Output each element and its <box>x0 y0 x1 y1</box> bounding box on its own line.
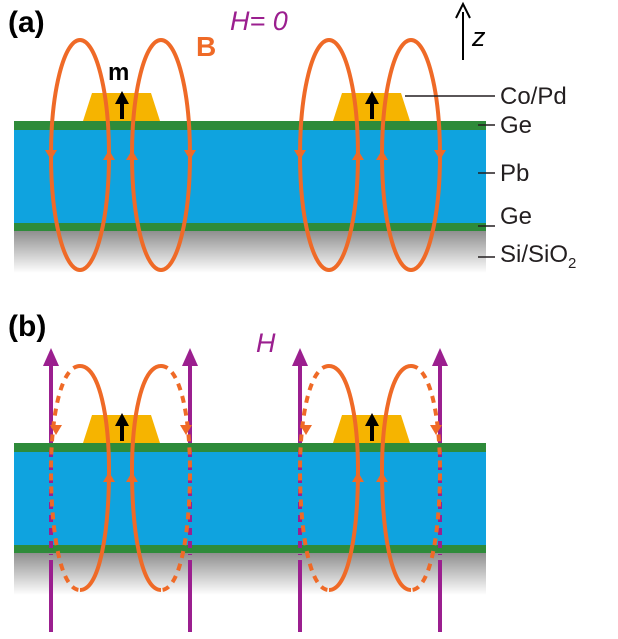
pb-layer-b <box>14 451 486 547</box>
ge-top-layer-b <box>14 443 486 452</box>
pb-layer-a <box>14 129 486 225</box>
moment-arrow-1-b <box>115 413 129 441</box>
z-axis-label: z <box>471 22 486 52</box>
z-axis-indicator: z <box>455 1 486 60</box>
stray-field-label: B <box>196 31 216 62</box>
substrate-label-subscript: 2 <box>568 255 576 272</box>
substrate-a <box>14 229 486 273</box>
moment-arrow-2-b <box>365 413 379 441</box>
ge-bottom-label: Ge <box>500 203 532 230</box>
moment-arrow-1-a <box>115 91 129 119</box>
substrate-label: Si/SiO2 <box>500 241 576 272</box>
ge-bottom-layer-b <box>14 545 486 553</box>
co-pd-label: Co/Pd <box>500 83 567 110</box>
applied-field-arrowheads-b <box>43 348 448 366</box>
pb-label: Pb <box>500 160 529 187</box>
loop-arrowheads-b <box>50 425 442 482</box>
leader-lines-a <box>405 95 495 258</box>
applied-field-label-a: H= 0 <box>230 6 288 36</box>
ge-top-layer-a <box>14 121 486 130</box>
moment-label: m <box>108 59 129 86</box>
ge-bottom-layer-a <box>14 223 486 231</box>
panel-b-label: (b) <box>8 310 46 343</box>
panel-a-label: (a) <box>8 6 45 39</box>
stray-field-loops-b <box>48 364 443 592</box>
panel-b: (b) H <box>8 310 486 632</box>
applied-field-label-b: H <box>256 328 276 358</box>
ge-top-label: Ge <box>500 112 532 139</box>
moment-arrow-2-a <box>365 91 379 119</box>
panel-a: (a) H= 0 B z m <box>8 1 576 273</box>
loop-arrowheads-a <box>45 150 446 160</box>
substrate-label-main: Si/SiO <box>500 241 568 268</box>
